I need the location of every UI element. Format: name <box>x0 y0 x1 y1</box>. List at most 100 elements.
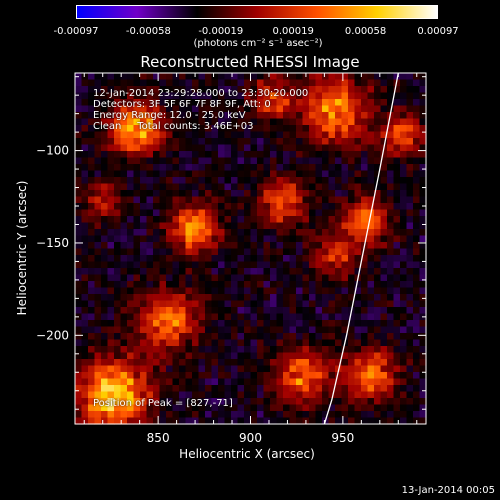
heatmap-cell <box>270 151 278 159</box>
heatmap-cell <box>205 307 213 315</box>
heatmap-cell <box>192 177 200 185</box>
heatmap-cell <box>94 248 102 256</box>
heatmap-cell <box>361 144 369 152</box>
heatmap-cell <box>75 177 83 185</box>
heatmap-cell <box>133 411 141 419</box>
heatmap-cell <box>348 125 356 133</box>
heatmap-cell <box>374 417 382 425</box>
heatmap-cell <box>205 209 213 217</box>
heatmap-cell <box>322 92 330 100</box>
heatmap-cell <box>315 300 323 308</box>
heatmap-cell <box>211 391 219 399</box>
heatmap-cell <box>101 359 109 367</box>
y-tick-label: −100 <box>36 144 69 158</box>
heatmap-cell <box>140 274 148 282</box>
heatmap-cell <box>211 170 219 178</box>
heatmap-cell <box>302 242 310 250</box>
heatmap-cell <box>263 79 271 87</box>
heatmap-cell <box>244 92 252 100</box>
heatmap-cell <box>289 274 297 282</box>
heatmap-cell <box>250 404 258 412</box>
heatmap-cell <box>354 281 362 289</box>
heatmap-cell <box>198 190 206 198</box>
heatmap-cell <box>419 372 427 380</box>
heatmap-cell <box>120 248 128 256</box>
heatmap-cell <box>120 222 128 230</box>
heatmap-cell <box>257 170 265 178</box>
heatmap-cell <box>367 229 375 237</box>
heatmap-cell <box>205 170 213 178</box>
heatmap-cell <box>172 281 180 289</box>
heatmap-cell <box>289 190 297 198</box>
heatmap-cell <box>322 229 330 237</box>
heatmap-cell <box>380 79 388 87</box>
heatmap-cell <box>380 125 388 133</box>
heatmap-cell <box>114 209 122 217</box>
heatmap-cell <box>419 222 427 230</box>
heatmap-cell <box>166 417 174 425</box>
heatmap-cell <box>244 209 252 217</box>
heatmap-cell <box>146 86 154 94</box>
heatmap-cell <box>406 105 414 113</box>
heatmap-cell <box>322 105 330 113</box>
heatmap-cell <box>114 203 122 211</box>
heatmap-cell <box>406 151 414 159</box>
heatmap-cell <box>302 131 310 139</box>
heatmap-cell <box>263 157 271 165</box>
heatmap-cell <box>159 372 167 380</box>
heatmap-cell <box>270 411 278 419</box>
heatmap-cell <box>114 125 122 133</box>
heatmap-cell <box>146 151 154 159</box>
heatmap-cell <box>237 268 245 276</box>
heatmap-cell <box>270 391 278 399</box>
heatmap-cell <box>192 99 200 107</box>
heatmap-cell <box>172 190 180 198</box>
heatmap-cell <box>166 333 174 341</box>
y-tick-label: −200 <box>36 328 69 342</box>
heatmap-cell <box>315 92 323 100</box>
heatmap-cell <box>257 378 265 386</box>
heatmap-cell <box>393 112 401 120</box>
heatmap-cell <box>140 209 148 217</box>
heatmap-cell <box>322 118 330 126</box>
heatmap-cell <box>153 190 161 198</box>
heatmap-cell <box>231 170 239 178</box>
heatmap-cell <box>198 307 206 315</box>
heatmap-cell <box>244 287 252 295</box>
heatmap-cell <box>302 151 310 159</box>
heatmap-cell <box>406 385 414 393</box>
heatmap-cell <box>296 385 304 393</box>
heatmap-cell <box>172 352 180 360</box>
heatmap-cell <box>257 255 265 263</box>
heatmap-cell <box>341 313 349 321</box>
heatmap-cell <box>413 352 421 360</box>
heatmap-cell <box>224 144 232 152</box>
heatmap-cell <box>94 131 102 139</box>
heatmap-cell <box>328 359 336 367</box>
heatmap-cell <box>231 300 239 308</box>
heatmap-cell <box>367 248 375 256</box>
heatmap-cell <box>224 339 232 347</box>
heatmap-cell <box>322 300 330 308</box>
heatmap-cell <box>341 411 349 419</box>
heatmap-cell <box>309 196 317 204</box>
heatmap-cell <box>237 157 245 165</box>
heatmap-cell <box>140 144 148 152</box>
heatmap-cell <box>328 229 336 237</box>
heatmap-cell <box>94 99 102 107</box>
heatmap-cell <box>283 242 291 250</box>
heatmap-cell <box>335 112 343 120</box>
heatmap-cell <box>348 417 356 425</box>
heatmap-cell <box>257 248 265 256</box>
heatmap-cell <box>406 99 414 107</box>
heatmap-cell <box>192 274 200 282</box>
heatmap-cell <box>75 157 83 165</box>
heatmap-cell <box>419 105 427 113</box>
heatmap-cell <box>166 313 174 321</box>
heatmap-cell <box>205 229 213 237</box>
heatmap-cell <box>166 391 174 399</box>
heatmap-cell <box>283 404 291 412</box>
heatmap-cell <box>270 209 278 217</box>
heatmap-cell <box>276 404 284 412</box>
heatmap-cell <box>380 313 388 321</box>
